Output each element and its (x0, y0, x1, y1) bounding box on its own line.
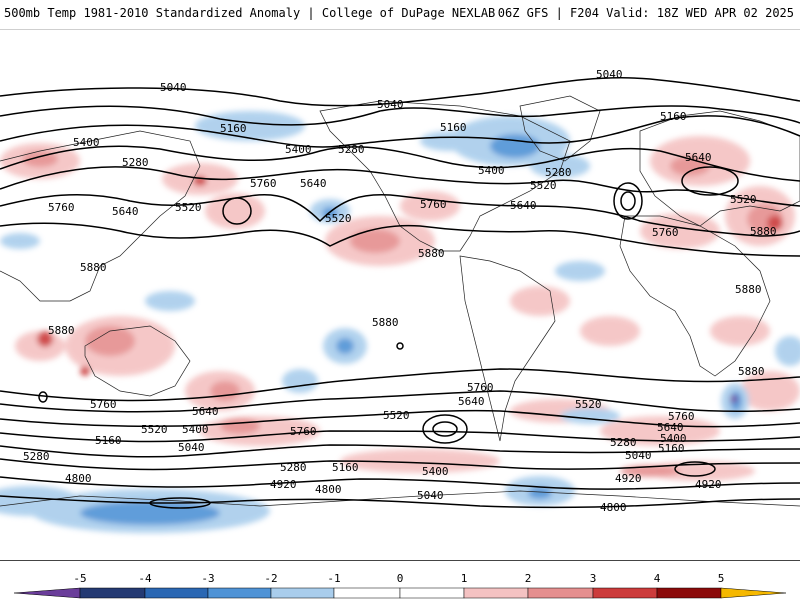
contour-label-5400: 5400 (285, 143, 312, 156)
colorbar-segment-m3-m2 (207, 587, 272, 599)
colorbar-segment-lt-minus5 (13, 587, 81, 599)
contour-label-5160: 5160 (658, 442, 685, 455)
contour-label-5160: 5160 (332, 461, 359, 474)
colorbar-ticks: -5 -4 -3 -2 -1 0 1 2 3 4 5 (73, 572, 724, 585)
contour-label-4920: 4920 (695, 478, 722, 491)
colorbar-segment-p4-p5 (656, 587, 722, 599)
contour-label-5160: 5160 (440, 121, 467, 134)
colorbar-segment-m5-m4 (79, 587, 146, 599)
contour-label-5880: 5880 (418, 247, 445, 260)
contour-label-5400: 5400 (182, 423, 209, 436)
contour-label-5040: 5040 (625, 449, 652, 462)
colorbar-tick-minus4: -4 (138, 572, 152, 585)
colorbar-tick-minus2: -2 (264, 572, 277, 585)
colorbar-tick-minus5: -5 (73, 572, 86, 585)
colorbar-tick-2: 2 (525, 572, 532, 585)
colorbar: -5 -4 -3 -2 -1 0 1 2 3 4 5 (0, 560, 800, 600)
contour-label-5760: 5760 (90, 398, 117, 411)
contour-label-5160: 5160 (660, 110, 687, 123)
colorbar-segment-p2-p3 (527, 587, 594, 599)
contour-label-5880: 5880 (735, 283, 762, 296)
colorbar-tick-5: 5 (718, 572, 725, 585)
contour-label-5280: 5280 (545, 166, 572, 179)
colorbar-tick-1: 1 (461, 572, 468, 585)
colorbar-tick-minus1: -1 (327, 572, 340, 585)
contour-label-5760: 5760 (290, 425, 317, 438)
contour-label-5280: 5280 (280, 461, 307, 474)
contour-label-5520: 5520 (575, 398, 602, 411)
contour-label-5760: 5760 (668, 410, 695, 423)
contour-label-5520: 5520 (325, 212, 352, 225)
contour-label-5520: 5520 (730, 193, 757, 206)
contour-label-5880: 5880 (738, 365, 765, 378)
colorbar-segment-m4-m3 (144, 587, 209, 599)
colorbar-segment-gt-5 (720, 587, 787, 599)
contour-label-4920: 4920 (615, 472, 642, 485)
contour-label-5520: 5520 (175, 201, 202, 214)
contour-label-5520: 5520 (141, 423, 168, 436)
model-run-label: 06Z GFS | F204 Valid: 18Z WED APR 02 202… (497, 6, 794, 20)
contour-label-5040: 5040 (417, 489, 444, 502)
contour-label-5400: 5400 (422, 465, 449, 478)
contour-label-5640: 5640 (300, 177, 327, 190)
colorbar-segment-p3-p4 (592, 587, 658, 599)
contour-label-5640: 5640 (510, 199, 537, 212)
contour-label-5640: 5640 (112, 205, 139, 218)
colorbar-segment-m2-m1 (270, 587, 335, 599)
contour-label-5040: 5040 (377, 98, 404, 111)
anomaly-shading (0, 111, 800, 533)
contour-label-5640: 5640 (458, 395, 485, 408)
contour-label-5640: 5640 (685, 151, 712, 164)
colorbar-tick-minus3: -3 (201, 572, 214, 585)
contour-label-5760: 5760 (420, 198, 447, 211)
contour-label-5760: 5760 (48, 201, 75, 214)
contour-label-5760: 5760 (467, 381, 494, 394)
contour-label-5520: 5520 (383, 409, 410, 422)
contour-label-5400: 5400 (478, 164, 505, 177)
contour-label-5280: 5280 (122, 156, 149, 169)
contour-label-5760: 5760 (652, 226, 679, 239)
contour-label-5160: 5160 (220, 122, 247, 135)
contour-label-5280: 5280 (610, 436, 637, 449)
contour-label-5880: 5880 (80, 261, 107, 274)
contour-label-5640: 5640 (192, 405, 219, 418)
contour-label-4800: 4800 (65, 472, 92, 485)
anomaly-map: 5040 5040 5040 5160 5160 5160 5400 5400 … (0, 29, 800, 561)
height-contours (0, 77, 800, 509)
contour-label-5640: 5640 (657, 421, 684, 434)
contour-label-5280: 5280 (23, 450, 50, 463)
contour-label-4920: 4920 (270, 478, 297, 491)
contour-label-5040: 5040 (160, 81, 187, 94)
contour-label-5400: 5400 (73, 136, 100, 149)
contour-label-5040: 5040 (596, 68, 623, 81)
contour-label-4800: 4800 (315, 483, 342, 496)
colorbar-segment-p1-p2 (463, 587, 529, 599)
colorbar-canvas: -5 -4 -3 -2 -1 0 1 2 3 4 5 (13, 572, 787, 599)
contour-label-5880: 5880 (48, 324, 75, 337)
contour-label-5880: 5880 (372, 316, 399, 329)
map-title: 500mb Temp 1981-2010 Standardized Anomal… (4, 6, 496, 20)
contour-label-5400: 5400 (660, 432, 687, 445)
contour-label-5040: 5040 (178, 441, 205, 454)
contour-label-5280: 5280 (338, 143, 365, 156)
contour-labels: 5040 5040 5040 5160 5160 5160 5400 5400 … (23, 68, 777, 514)
contour-label-5880: 5880 (750, 225, 777, 238)
colorbar-segments (13, 587, 787, 599)
colorbar-segment-0-p1 (399, 587, 465, 599)
colorbar-segment-m1-0 (333, 587, 401, 599)
map-canvas: 5040 5040 5040 5160 5160 5160 5400 5400 … (0, 68, 800, 533)
contour-label-5160: 5160 (95, 434, 122, 447)
contour-label-5760: 5760 (250, 177, 277, 190)
colorbar-tick-3: 3 (590, 572, 597, 585)
contour-label-5520: 5520 (530, 179, 557, 192)
colorbar-tick-0: 0 (397, 572, 404, 585)
colorbar-tick-4: 4 (654, 572, 661, 585)
contour-label-4800: 4800 (600, 501, 627, 514)
